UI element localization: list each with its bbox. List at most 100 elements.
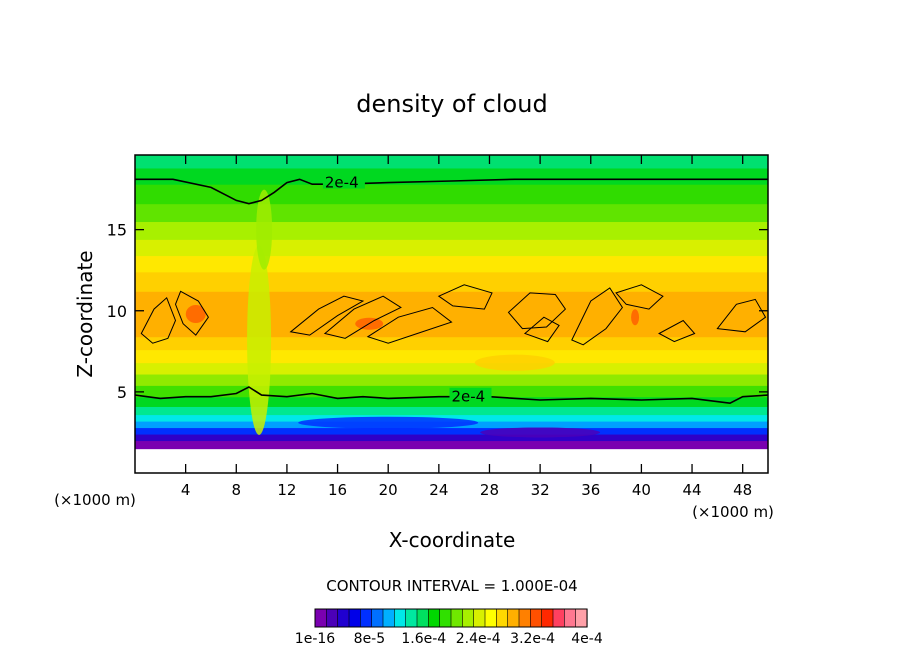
contour-label-0: 2e-4 [325, 174, 359, 192]
layer-band-0 [135, 448, 768, 473]
colorbar [314, 608, 588, 628]
contour-line-top [135, 178, 768, 205]
x-tick-label-28: 28 [480, 481, 499, 499]
colorbar-label-5: 4e-4 [571, 631, 603, 647]
contour-cloud-3 [323, 295, 402, 339]
colorbar-swatch-11 [439, 608, 452, 628]
colorbar-swatch-17 [507, 608, 520, 628]
contour-cloud-6 [507, 292, 567, 330]
layer-band-5 [135, 414, 768, 422]
contour-cloud-2 [289, 295, 365, 336]
colorbar-swatch-3 [348, 608, 361, 628]
colorbar-swatch-5 [371, 608, 384, 628]
colorbar-label-0: 1e-16 [295, 631, 335, 647]
x-tick-label-8: 8 [232, 481, 242, 499]
layer-band-15 [135, 255, 768, 273]
y-axis-ticks: 5 10 15 [107, 221, 768, 402]
x-tick-label-40: 40 [632, 481, 651, 499]
contour-cloud-5 [437, 284, 493, 310]
x-tick-label-24: 24 [429, 481, 448, 499]
x-tick-label-12: 12 [277, 481, 296, 499]
layer-band-19 [135, 184, 768, 205]
density-patch-0 [247, 244, 272, 435]
x-tick-label-44: 44 [682, 481, 701, 499]
contour-cloud-11 [716, 298, 767, 333]
density-patch-4 [631, 309, 640, 326]
x-tick-label-36: 36 [581, 481, 600, 499]
x-axis-ticks: 4 8 12 16 20 24 28 32 36 40 44 48 [181, 155, 752, 499]
colorbar-swatch-1 [326, 608, 339, 628]
layer-band-14 [135, 271, 768, 292]
density-patch-6 [700, 273, 761, 290]
contour-lines [135, 178, 768, 405]
x-tick-label-16: 16 [328, 481, 347, 499]
layer-band-9 [135, 374, 768, 386]
density-patch-1 [256, 189, 273, 270]
x-axis-label: X-coordinate [389, 528, 516, 552]
colorbar-swatch-19 [530, 608, 543, 628]
layer-band-21 [135, 155, 768, 169]
layer-band-3 [135, 427, 768, 435]
colorbar-swatch-14 [473, 608, 486, 628]
x-unit-left: (×1000 m) [54, 491, 136, 509]
colorbar-swatch-8 [405, 608, 418, 628]
colorbar-swatch-21 [552, 608, 565, 628]
colorbar-label-1: 8e-5 [354, 631, 385, 647]
colorbar-swatch-12 [450, 608, 463, 628]
density-patch-2 [185, 305, 206, 323]
y-tick-label-15: 15 [107, 221, 127, 240]
colorbar-swatch-22 [564, 608, 577, 628]
colorbar-swatch-4 [360, 608, 373, 628]
contour-cloud-0 [140, 296, 177, 344]
contour-cloud-10 [658, 319, 696, 343]
layer-band-18 [135, 203, 768, 223]
contour-labels: 2e-4 2e-4 [322, 173, 492, 406]
contour-cloud-9 [615, 284, 664, 310]
colorbar-frame [314, 608, 588, 628]
colorbar-swatch-20 [541, 608, 554, 628]
colorbar-swatch-15 [484, 608, 497, 628]
density-patch-7 [298, 416, 479, 429]
layer-band-2 [135, 434, 768, 442]
x-unit-right: (×1000 m) [692, 503, 774, 521]
contour-line-low [135, 386, 768, 405]
density-patch-5 [474, 354, 555, 371]
layer-band-12 [135, 336, 768, 351]
layer-band-1 [135, 440, 768, 450]
contour-label-bg-1 [449, 387, 492, 403]
colorbar-swatch-7 [394, 608, 407, 628]
contour-label-bg-0 [322, 173, 365, 189]
colorbar-swatch-23 [575, 608, 588, 628]
contour-cloud-4 [366, 306, 453, 344]
x-tick-label-4: 4 [181, 481, 191, 499]
colorbar-swatch-9 [416, 608, 429, 628]
density-patch-8 [480, 427, 601, 438]
y-tick-label-10: 10 [107, 302, 127, 321]
x-tick-label-48: 48 [733, 481, 752, 499]
layer-band-6 [135, 406, 768, 416]
y-axis-label: Z-coordinate [73, 250, 97, 377]
colorbar-swatch-10 [428, 608, 441, 628]
colorbar-swatch-13 [462, 608, 475, 628]
layer-band-10 [135, 362, 768, 375]
layer-band-11 [135, 349, 768, 364]
chart-title: density of cloud [356, 90, 547, 118]
density-patches [185, 189, 761, 438]
colorbar-swatch-6 [382, 608, 395, 628]
colorbar-swatch-18 [518, 608, 531, 628]
contour-cloud-8 [571, 287, 624, 346]
colorbar-swatch-16 [496, 608, 509, 628]
x-tick-label-20: 20 [379, 481, 398, 499]
colorbar-swatch-0 [314, 608, 327, 628]
colorbar-label-2: 1.6e-4 [401, 631, 446, 647]
plot-frame [134, 154, 769, 474]
layer-band-17 [135, 221, 768, 240]
layer-band-20 [135, 167, 768, 185]
y-tick-label-5: 5 [117, 383, 127, 402]
x-tick-label-32: 32 [531, 481, 550, 499]
colorbar-labels: 1e-16 8e-5 1.6e-4 2.4e-4 3.2e-4 4e-4 [295, 631, 603, 647]
layer-band-16 [135, 239, 768, 257]
contour-interval: CONTOUR INTERVAL = 1.000E-04 [326, 577, 577, 595]
